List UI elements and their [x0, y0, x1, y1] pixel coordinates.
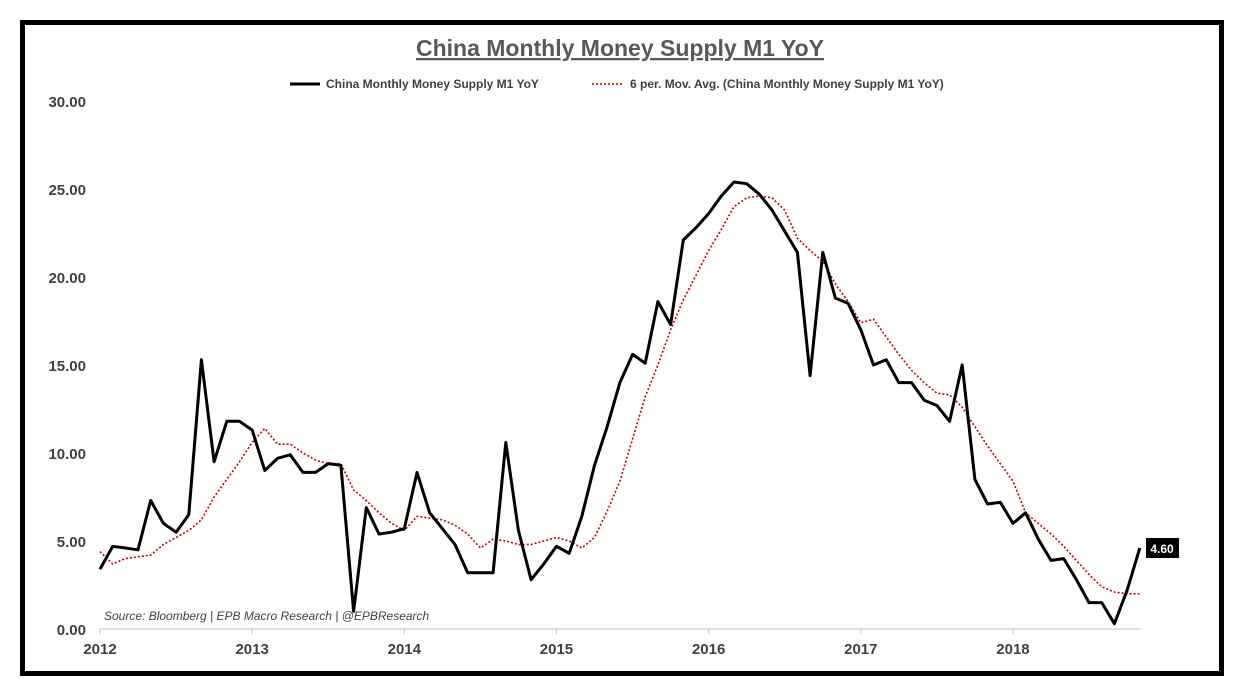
- x-axis: 2012 2013 2014 2015 2016 2017 2018: [83, 628, 1140, 658]
- x-tick-label: 2015: [540, 641, 573, 658]
- chart-title: China Monthly Money Supply M1 YoY: [416, 35, 824, 61]
- legend: China Monthly Money Supply M1 YoY 6 per.…: [290, 77, 944, 91]
- last-value-badge-background: [1146, 538, 1179, 558]
- x-tick-label: 2018: [996, 641, 1029, 658]
- chart-frame: [20, 20, 1224, 676]
- y-tick-label: 20.00: [48, 270, 86, 287]
- x-tick-label: 2017: [844, 641, 877, 658]
- last-value-badge: 4.60: [1146, 538, 1179, 558]
- y-axis: 0.00 5.00 10.00 15.00 20.00 25.00 30.00: [48, 94, 86, 639]
- y-tick-label: 15.00: [48, 358, 86, 375]
- legend-label-m1: China Monthly Money Supply M1 YoY: [326, 77, 539, 91]
- series-line-m1: [98, 180, 1142, 626]
- x-tick-label: 2016: [692, 641, 725, 658]
- x-tick-label: 2012: [83, 641, 116, 658]
- y-tick-label: 25.00: [48, 182, 86, 199]
- series-line-moving-average: [99, 195, 1140, 595]
- x-tick-label: 2014: [388, 641, 422, 658]
- last-value-label: 4.60: [1150, 542, 1174, 556]
- y-tick-label: 30.00: [48, 94, 86, 111]
- source-note: Source: Bloomberg | EPB Macro Research |…: [104, 609, 430, 623]
- series-layer: [98, 180, 1142, 626]
- y-tick-label: 0.00: [57, 622, 86, 639]
- y-tick-label: 10.00: [48, 446, 86, 463]
- legend-label-moving-average: 6 per. Mov. Avg. (China Monthly Money Su…: [630, 77, 944, 91]
- x-tick-label: 2013: [235, 641, 268, 658]
- y-tick-label: 5.00: [57, 534, 86, 551]
